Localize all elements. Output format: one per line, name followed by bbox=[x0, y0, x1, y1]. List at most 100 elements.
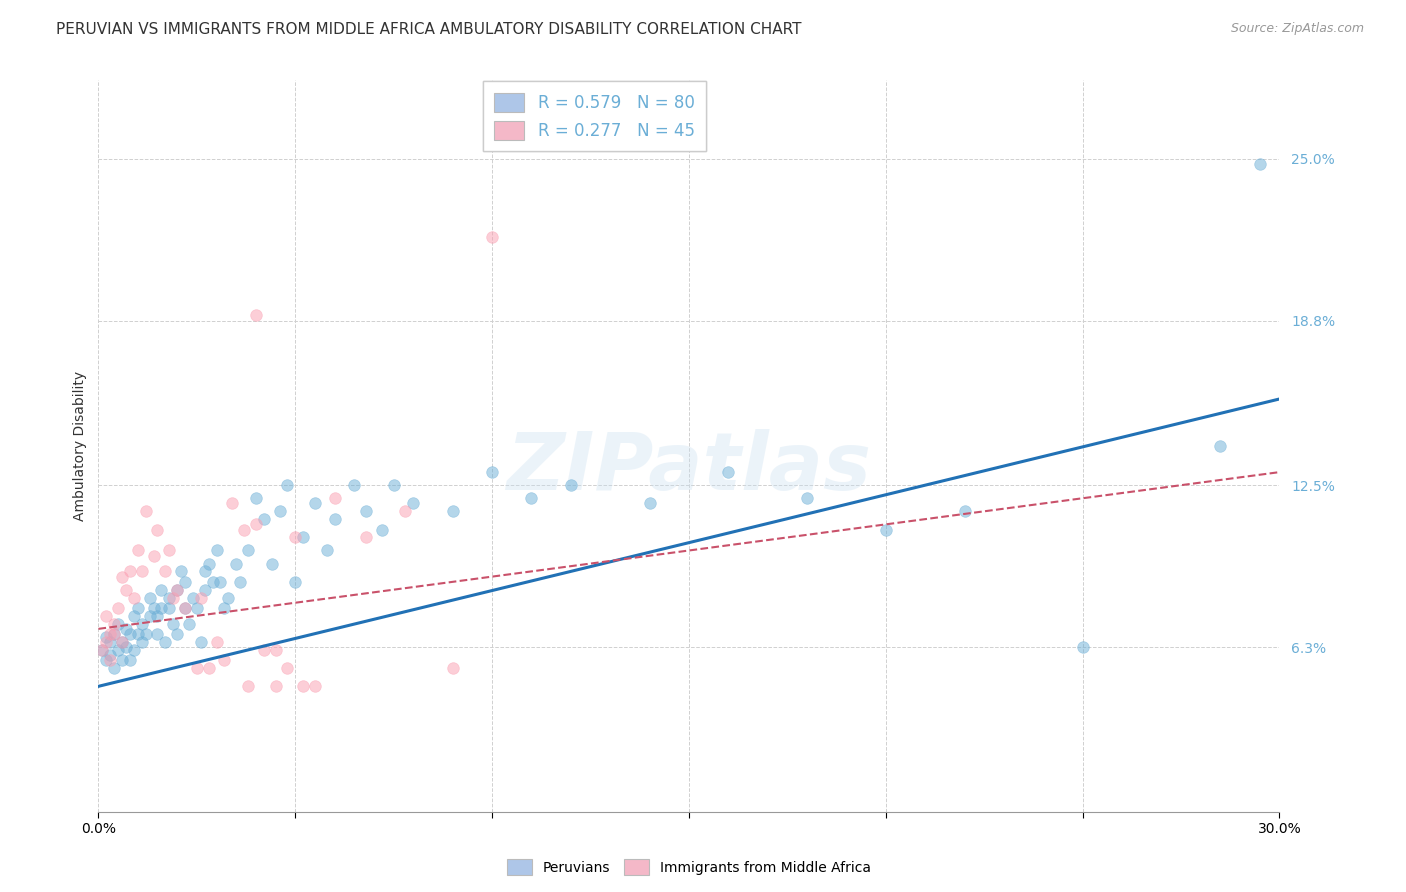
Point bbox=[118, 565, 141, 579]
Point bbox=[174, 574, 197, 589]
Point bbox=[194, 565, 217, 579]
Point bbox=[174, 601, 197, 615]
Point bbox=[142, 601, 165, 615]
Point bbox=[177, 616, 200, 631]
Point bbox=[292, 530, 315, 544]
Point bbox=[186, 601, 208, 615]
Point bbox=[174, 601, 197, 615]
Point bbox=[98, 627, 121, 641]
Point bbox=[441, 661, 464, 675]
Point bbox=[1209, 439, 1232, 453]
Point bbox=[127, 627, 149, 641]
Point bbox=[354, 504, 377, 518]
Point bbox=[146, 523, 169, 537]
Point bbox=[103, 627, 125, 641]
Point bbox=[323, 512, 346, 526]
Point bbox=[157, 543, 180, 558]
Point bbox=[142, 549, 165, 563]
Point bbox=[155, 565, 177, 579]
Point bbox=[323, 491, 346, 506]
Point bbox=[236, 679, 259, 693]
Point bbox=[150, 601, 173, 615]
Point bbox=[155, 635, 177, 649]
Point bbox=[205, 635, 228, 649]
Point bbox=[1249, 157, 1271, 171]
Point bbox=[796, 491, 818, 506]
Point bbox=[122, 642, 145, 657]
Point bbox=[236, 543, 259, 558]
Point bbox=[194, 582, 217, 597]
Point bbox=[304, 679, 326, 693]
Point bbox=[875, 523, 897, 537]
Point bbox=[107, 642, 129, 657]
Point bbox=[103, 627, 125, 641]
Point bbox=[269, 504, 291, 518]
Point bbox=[115, 622, 138, 636]
Point bbox=[315, 543, 337, 558]
Point bbox=[157, 601, 180, 615]
Point bbox=[190, 635, 212, 649]
Point bbox=[276, 478, 298, 492]
Point bbox=[111, 635, 134, 649]
Point bbox=[103, 616, 125, 631]
Legend: R = 0.579   N = 80, R = 0.277   N = 45: R = 0.579 N = 80, R = 0.277 N = 45 bbox=[482, 81, 706, 152]
Point bbox=[205, 543, 228, 558]
Point bbox=[560, 478, 582, 492]
Point bbox=[354, 530, 377, 544]
Point bbox=[127, 601, 149, 615]
Point bbox=[127, 543, 149, 558]
Point bbox=[217, 591, 239, 605]
Point bbox=[162, 616, 184, 631]
Point bbox=[118, 627, 141, 641]
Point bbox=[166, 627, 188, 641]
Point bbox=[260, 557, 283, 571]
Text: Source: ZipAtlas.com: Source: ZipAtlas.com bbox=[1230, 22, 1364, 36]
Point bbox=[98, 648, 121, 662]
Point bbox=[276, 661, 298, 675]
Point bbox=[264, 679, 287, 693]
Point bbox=[131, 635, 153, 649]
Point bbox=[135, 627, 157, 641]
Point bbox=[96, 608, 118, 623]
Point bbox=[253, 642, 276, 657]
Point bbox=[304, 496, 326, 510]
Point bbox=[138, 608, 160, 623]
Point bbox=[382, 478, 405, 492]
Point bbox=[441, 504, 464, 518]
Legend: Peruvians, Immigrants from Middle Africa: Peruvians, Immigrants from Middle Africa bbox=[501, 854, 877, 880]
Point bbox=[111, 653, 134, 667]
Point bbox=[953, 504, 976, 518]
Point bbox=[221, 496, 243, 510]
Point bbox=[245, 309, 267, 323]
Point bbox=[131, 616, 153, 631]
Point bbox=[371, 523, 394, 537]
Point bbox=[402, 496, 425, 510]
Point bbox=[122, 591, 145, 605]
Point bbox=[284, 574, 307, 589]
Point bbox=[91, 642, 114, 657]
Point bbox=[197, 557, 219, 571]
Point bbox=[91, 642, 114, 657]
Point bbox=[111, 569, 134, 583]
Point bbox=[98, 635, 121, 649]
Point bbox=[638, 496, 661, 510]
Point bbox=[115, 582, 138, 597]
Point bbox=[146, 627, 169, 641]
Point bbox=[201, 574, 224, 589]
Point bbox=[98, 653, 121, 667]
Point bbox=[292, 679, 315, 693]
Text: PERUVIAN VS IMMIGRANTS FROM MIDDLE AFRICA AMBULATORY DISABILITY CORRELATION CHAR: PERUVIAN VS IMMIGRANTS FROM MIDDLE AFRIC… bbox=[56, 22, 801, 37]
Point bbox=[96, 635, 118, 649]
Point bbox=[225, 557, 247, 571]
Point bbox=[394, 504, 416, 518]
Point bbox=[150, 582, 173, 597]
Text: ZIPatlas: ZIPatlas bbox=[506, 429, 872, 507]
Point bbox=[520, 491, 543, 506]
Point bbox=[1071, 640, 1094, 655]
Point bbox=[131, 565, 153, 579]
Point bbox=[481, 230, 503, 244]
Point bbox=[284, 530, 307, 544]
Point bbox=[166, 582, 188, 597]
Point bbox=[245, 517, 267, 532]
Point bbox=[115, 640, 138, 655]
